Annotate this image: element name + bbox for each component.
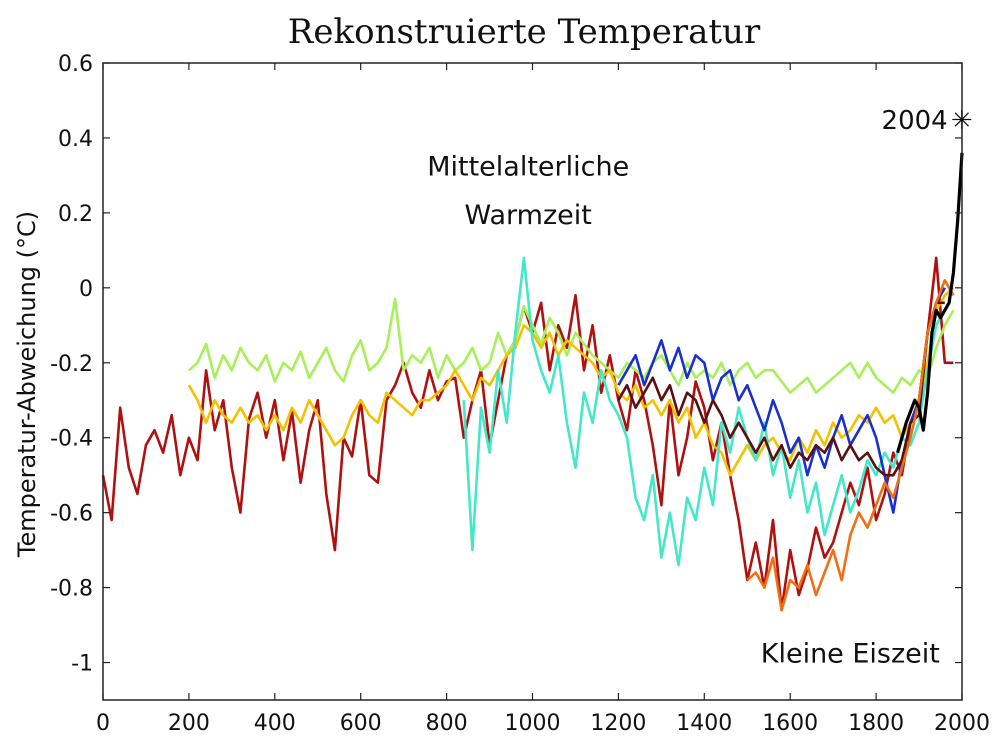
y-tick-label: -0.6 xyxy=(50,502,93,527)
y-tick-label: -0.8 xyxy=(50,577,93,602)
annotation-mittelalterliche: Mittelalterliche xyxy=(427,151,629,182)
y-tick-label: 0.2 xyxy=(58,202,93,227)
series-line-6 xyxy=(617,301,945,477)
y-axis-label: Temperatur-Abweichung (°C) xyxy=(13,211,41,558)
series-line-2 xyxy=(188,297,955,395)
x-tick-label: 1000 xyxy=(505,711,561,736)
x-tick-label: 200 xyxy=(168,711,210,736)
series-line-3 xyxy=(187,286,955,477)
asterisk-marker-icon: ✳ xyxy=(951,106,973,136)
x-tick-label: 0 xyxy=(96,711,110,736)
x-tick-label: 1400 xyxy=(676,711,732,736)
x-tick-label: 1800 xyxy=(848,711,904,736)
y-tick-label: -1 xyxy=(71,652,93,677)
ticks-layer: 0 200 400 600 800 1000 1200 1400 1600 1800 2000 0.6… xyxy=(50,52,990,736)
y-tick-label: 0.4 xyxy=(58,127,93,152)
x-tick-label: 800 xyxy=(426,711,468,736)
y-tick-label: -0.2 xyxy=(50,352,93,377)
annotation-warmzeit: Warmzeit xyxy=(465,200,592,231)
year-2004-label: 2004 xyxy=(882,106,948,136)
series-line-1 xyxy=(101,256,954,612)
x-tick-label: 2000 xyxy=(934,711,990,736)
annotation-kleine-eiszeit: Kleine Eiszeit xyxy=(761,639,940,670)
y-tick-label: 0 xyxy=(79,277,93,302)
x-tick-label: 600 xyxy=(340,711,382,736)
y-tick-label: -0.4 xyxy=(50,427,93,452)
series-line-8 xyxy=(896,152,964,454)
series-layer xyxy=(101,152,964,612)
y-tick-label: 0.6 xyxy=(58,52,93,77)
series-line-5 xyxy=(617,287,946,514)
x-tick-label: 400 xyxy=(254,711,296,736)
series-line-4 xyxy=(462,256,946,567)
chart-title: Rekonstruierte Temperatur xyxy=(288,12,761,52)
x-tick-label: 1600 xyxy=(762,711,818,736)
series-line-7 xyxy=(746,278,955,612)
x-tick-label: 1200 xyxy=(590,711,646,736)
